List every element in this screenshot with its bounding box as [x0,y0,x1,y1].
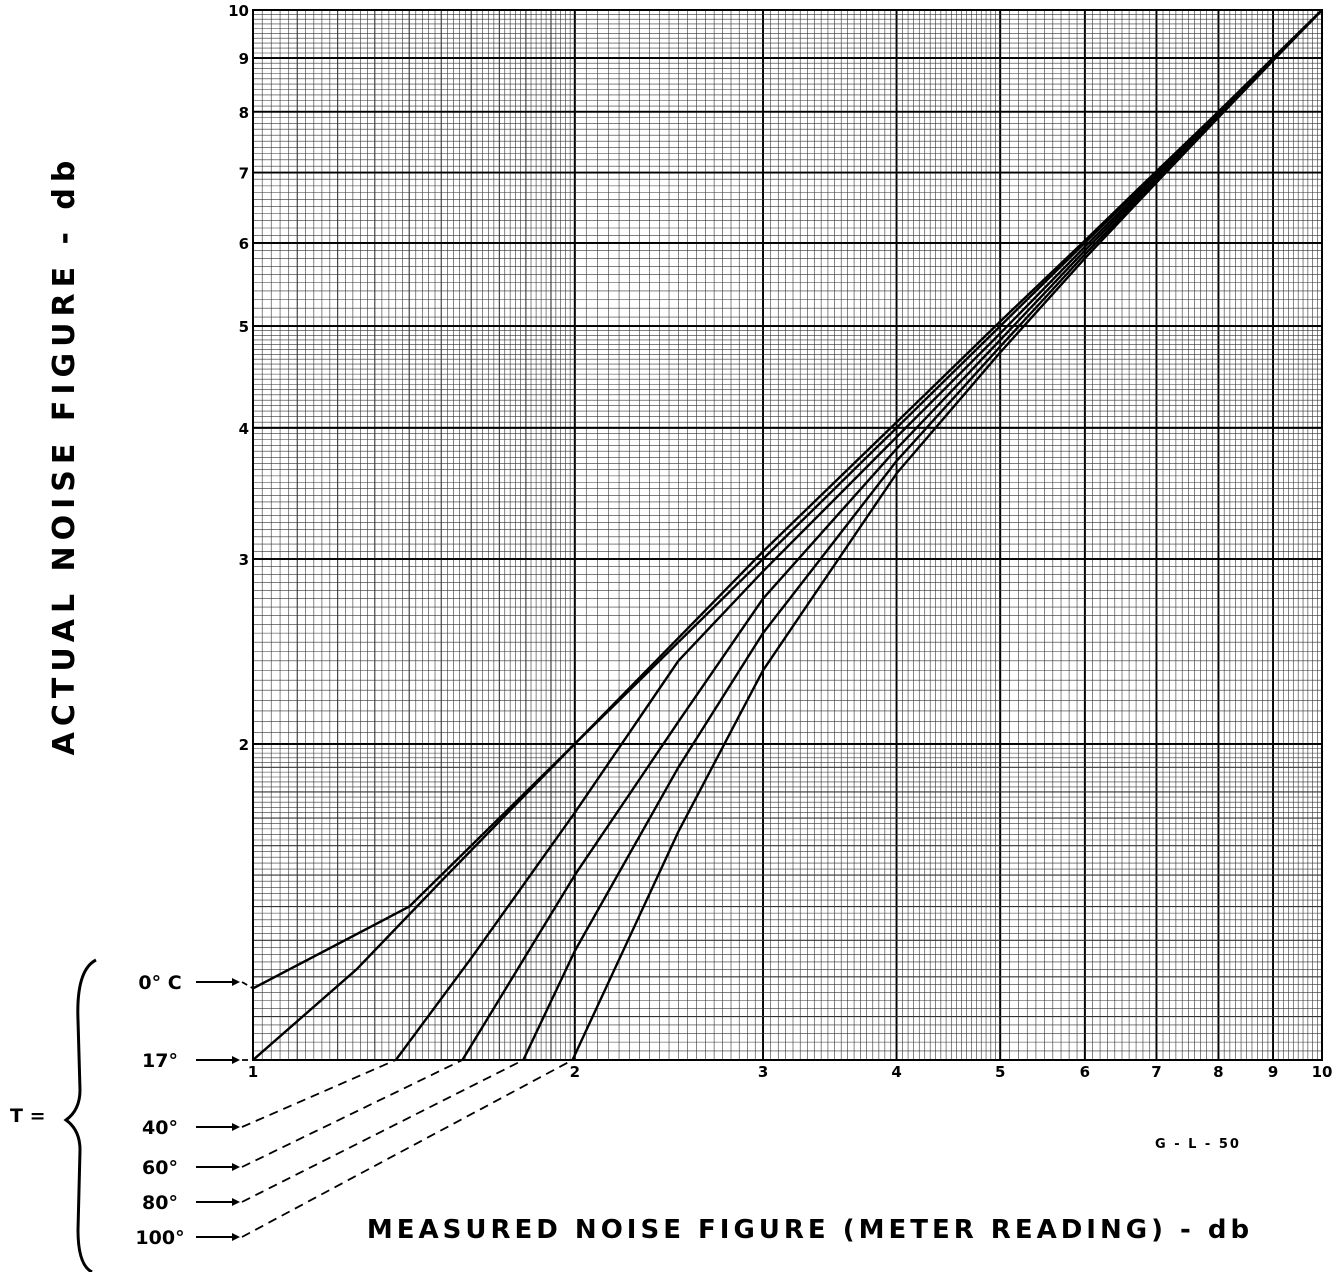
temperature-label: 80° [142,1192,178,1214]
temperature-label: 60° [142,1157,178,1179]
temperature-arrowhead [232,1163,240,1171]
temperature-label: 100° [135,1227,184,1249]
y-tick-label: 7 [239,165,249,183]
log-grid [252,9,1323,1061]
figure-code: G - L - 50 [1155,1137,1241,1152]
x-tick-label: 5 [995,1063,1005,1081]
x-tick-label: 2 [570,1063,580,1081]
y-tick-label: 10 [228,2,249,20]
x-tick-label: 10 [1312,1063,1333,1081]
x-tick-labels: 1 2 3 4 5 6 7 8 9 10 [248,1063,1333,1081]
temperature-arrowhead [232,1056,240,1064]
curve-60 [461,9,1323,1061]
x-tick-label: 4 [891,1063,901,1081]
y-tick-labels: 2 3 4 5 6 7 8 9 10 [228,2,249,754]
y-axis-label: ACTUAL NOISE FIGURE - db [47,155,82,756]
temperature-arrowhead [232,1123,240,1131]
temperature-labels: 0° C 17° 40° 60° 80° 100° [135,972,573,1249]
x-tick-label: 9 [1268,1063,1278,1081]
y-tick-label: 2 [239,736,249,754]
temperature-brace [63,958,97,1272]
temperature-arrowhead [232,978,240,986]
curve-80 [522,9,1323,1061]
dashed-leader [241,1059,397,1128]
x-tick-label: 3 [758,1063,768,1081]
y-tick-label: 8 [239,104,249,122]
y-tick-label: 3 [239,551,249,569]
x-axis-label: MEASURED NOISE FIGURE (METER READING) - … [367,1215,1253,1245]
dashed-leader [241,1059,573,1238]
x-tick-label: 6 [1080,1063,1090,1081]
x-tick-label: 8 [1213,1063,1223,1081]
dashed-leader [241,1059,463,1168]
x-tick-label: 1 [248,1063,258,1081]
temperature-label: 17° [142,1050,178,1072]
x-tick-label: 7 [1151,1063,1161,1081]
y-tick-label: 5 [239,318,249,336]
y-tick-label: 4 [239,420,249,438]
temperature-label: 40° [142,1117,178,1139]
curve-100 [571,9,1323,1061]
temperature-label: 0° C [138,972,181,994]
y-tick-label: 9 [239,50,249,68]
temperature-curves [252,9,1323,1061]
temperature-arrowhead [232,1233,240,1241]
temperature-t-label: T = [10,1105,46,1127]
dashed-leader [241,1059,524,1203]
plot-frame [252,9,1323,1061]
leader-line [241,981,254,990]
curve-40 [394,9,1323,1061]
temperature-arrowhead [232,1198,240,1206]
y-tick-label: 6 [239,235,249,253]
curve-0c [252,9,1323,990]
